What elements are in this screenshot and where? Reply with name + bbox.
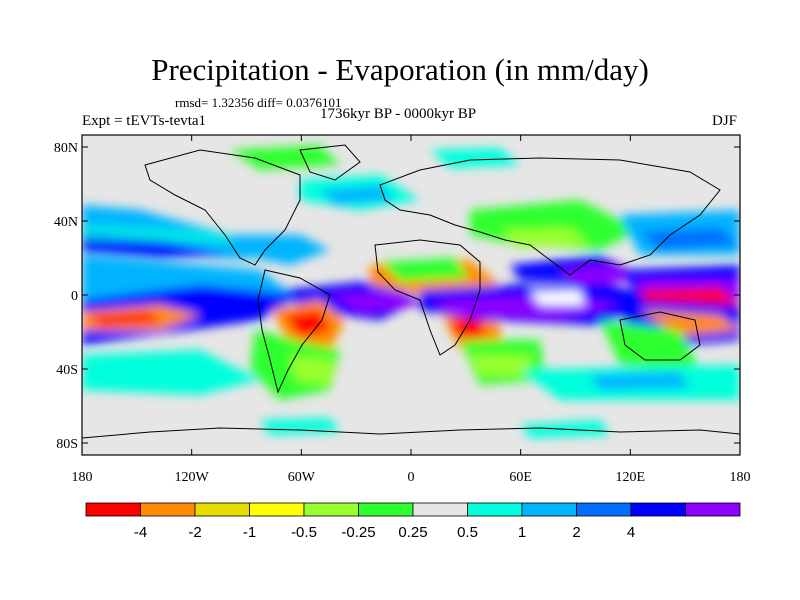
- colorbar-label: -2: [188, 524, 201, 541]
- coastline-antarctica: [82, 427, 740, 439]
- field-contours: [82, 145, 740, 438]
- colorbar-label: -0.5: [291, 524, 317, 541]
- lon-tick-label: 60W: [288, 470, 316, 485]
- coastline-australia: [619, 311, 701, 361]
- lon-tick-label: 180: [730, 470, 751, 485]
- colorbar-swatch: [194, 502, 250, 517]
- colorbar-swatch: [630, 502, 686, 517]
- map-plot-area: [82, 135, 740, 455]
- colorbar-swatch: [249, 502, 305, 517]
- colorbar-swatch: [303, 502, 359, 517]
- colorbar-label: -1: [243, 524, 256, 541]
- colorbar-swatch: [467, 502, 523, 517]
- colorbar-label: 1: [518, 524, 526, 541]
- colorbar-label: 0.25: [398, 524, 427, 541]
- colorbar-swatch: [140, 502, 196, 517]
- season-label: DJF: [712, 113, 738, 129]
- colorbar-label: 4: [627, 524, 635, 541]
- lat-tick-label: 80N: [54, 141, 78, 156]
- colorbar-swatch: [358, 502, 414, 517]
- lon-tick-label: 180: [72, 470, 93, 485]
- coastline-south-america: [257, 269, 331, 394]
- colorbar-label: -0.25: [341, 524, 375, 541]
- lon-tick-label: 120E: [616, 470, 646, 485]
- colorbar: -4 -2 -1 -0.5 -0.25 0.25 0.5 1 2 4: [85, 502, 741, 541]
- coastline-greenland: [299, 144, 361, 181]
- coastline-africa: [374, 239, 481, 356]
- experiment-label: Expt = tEVTs-tevta1: [82, 113, 207, 129]
- colorbar-swatch: [576, 502, 632, 517]
- stats-line: rmsd= 1.32356 diff= 0.0376101: [175, 95, 342, 110]
- lon-tick-label: 0: [408, 470, 415, 485]
- coastline-europe-asia: [379, 157, 721, 276]
- lat-tick-label: 40N: [54, 215, 78, 230]
- colorbar-label: 0.5: [457, 524, 478, 541]
- coastlines: [82, 144, 740, 439]
- colorbar-label: 2: [572, 524, 580, 541]
- colorbar-label: -4: [134, 524, 147, 541]
- colorbar-swatch: [521, 502, 577, 517]
- lat-tick-label: 40S: [56, 363, 78, 378]
- time-period: 1736kyr BP - 0000kyr BP: [320, 106, 477, 122]
- plot-title: Precipitation - Evaporation (in mm/day): [151, 52, 649, 87]
- lon-tick-label: 60E: [509, 470, 532, 485]
- colorbar-swatch: [412, 502, 468, 517]
- map-axes: 80N 40N 0 40S 80S 180 120W 60W 0 60E 120E 180: [54, 135, 751, 485]
- coastline-north-america: [144, 149, 301, 266]
- colorbar-swatch: [685, 502, 741, 517]
- lat-tick-label: 0: [71, 289, 78, 304]
- colorbar-swatch: [85, 502, 141, 517]
- lat-tick-label: 80S: [56, 437, 78, 452]
- lon-tick-label: 120W: [175, 470, 210, 485]
